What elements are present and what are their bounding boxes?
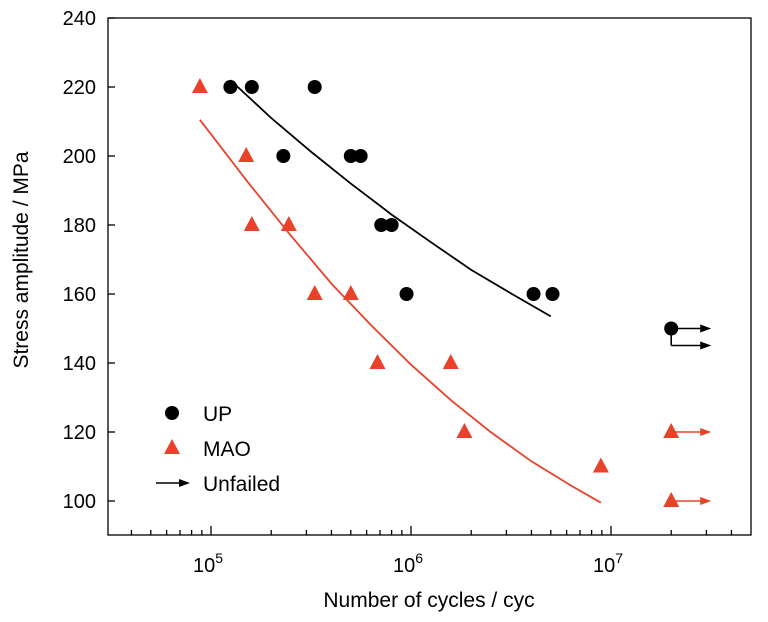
unfailed-arrow — [671, 428, 712, 436]
up-data-point — [307, 80, 322, 94]
mao-data-point — [191, 78, 208, 93]
up-data-point — [526, 287, 541, 301]
arrow-head — [179, 479, 190, 487]
y-tick-label: 100 — [63, 491, 96, 513]
mao-data-point — [280, 216, 297, 231]
up-data-point — [276, 149, 291, 163]
unfailed-arrow — [671, 341, 712, 350]
unfailed-markers — [663, 321, 712, 507]
mao-data-point — [442, 354, 459, 369]
mao-unfailed-point — [663, 423, 680, 438]
x-axis-title: Number of cycles / cyc — [323, 589, 534, 612]
legend-circle-symbol — [165, 406, 179, 420]
x-tick-label: 105 — [193, 550, 223, 577]
arrow-head — [700, 497, 712, 505]
mao-data-point — [456, 423, 473, 438]
y-axis-title: Stress amplitude / MPa — [10, 151, 33, 368]
up-data-point — [545, 287, 560, 301]
up-data-point — [374, 218, 389, 232]
up-data-point — [353, 149, 368, 163]
mao-data-point — [592, 457, 609, 473]
y-axis-ticks: 100 120 140 160 180 200 220 240 — [63, 8, 115, 513]
mao-fit-curve — [199, 119, 602, 504]
legend-item-mao: MAO — [164, 438, 251, 461]
up-data-point — [343, 149, 358, 163]
data-points — [191, 78, 609, 473]
mao-data-point — [238, 147, 255, 162]
legend-item-up: UP — [165, 403, 232, 426]
mao-data-point — [243, 216, 260, 231]
legend-item-unfailed: Unfailed — [156, 473, 280, 496]
legend-triangle-symbol — [164, 439, 180, 454]
mao-data-point — [342, 285, 359, 300]
up-data-point — [384, 218, 399, 232]
y-tick-label: 200 — [63, 146, 96, 168]
arrow-head — [700, 428, 712, 436]
legend: UP MAO Unfailed — [156, 403, 280, 496]
up-data-point — [399, 287, 414, 301]
x-tick-label: 107 — [593, 550, 623, 577]
up-data-point — [244, 80, 259, 94]
x-tick-label: 106 — [393, 550, 423, 577]
y-tick-label: 160 — [63, 284, 96, 306]
mao-data-point — [369, 354, 386, 369]
legend-label: UP — [203, 403, 232, 426]
up-fit-curve — [229, 79, 552, 318]
legend-arrow-symbol — [156, 479, 190, 487]
legend-label: MAO — [203, 438, 251, 461]
unfailed-arrow — [671, 324, 712, 333]
mao-data-point — [306, 285, 323, 300]
fit-curves — [199, 79, 602, 504]
y-tick-label: 120 — [63, 422, 96, 444]
y-tick-label: 220 — [63, 77, 96, 99]
x-axis-ticks: 105 106 107 — [130, 526, 733, 577]
legend-label: Unfailed — [203, 473, 280, 496]
y-tick-label: 240 — [63, 8, 96, 30]
mao-unfailed-point — [663, 492, 680, 507]
y-tick-label: 140 — [63, 353, 96, 375]
y-tick-label: 180 — [63, 215, 96, 237]
arrow-head — [700, 324, 712, 333]
up-data-point — [223, 80, 238, 94]
unfailed-arrow — [671, 497, 712, 505]
arrow-head — [700, 341, 712, 350]
plot-frame — [107, 17, 752, 536]
